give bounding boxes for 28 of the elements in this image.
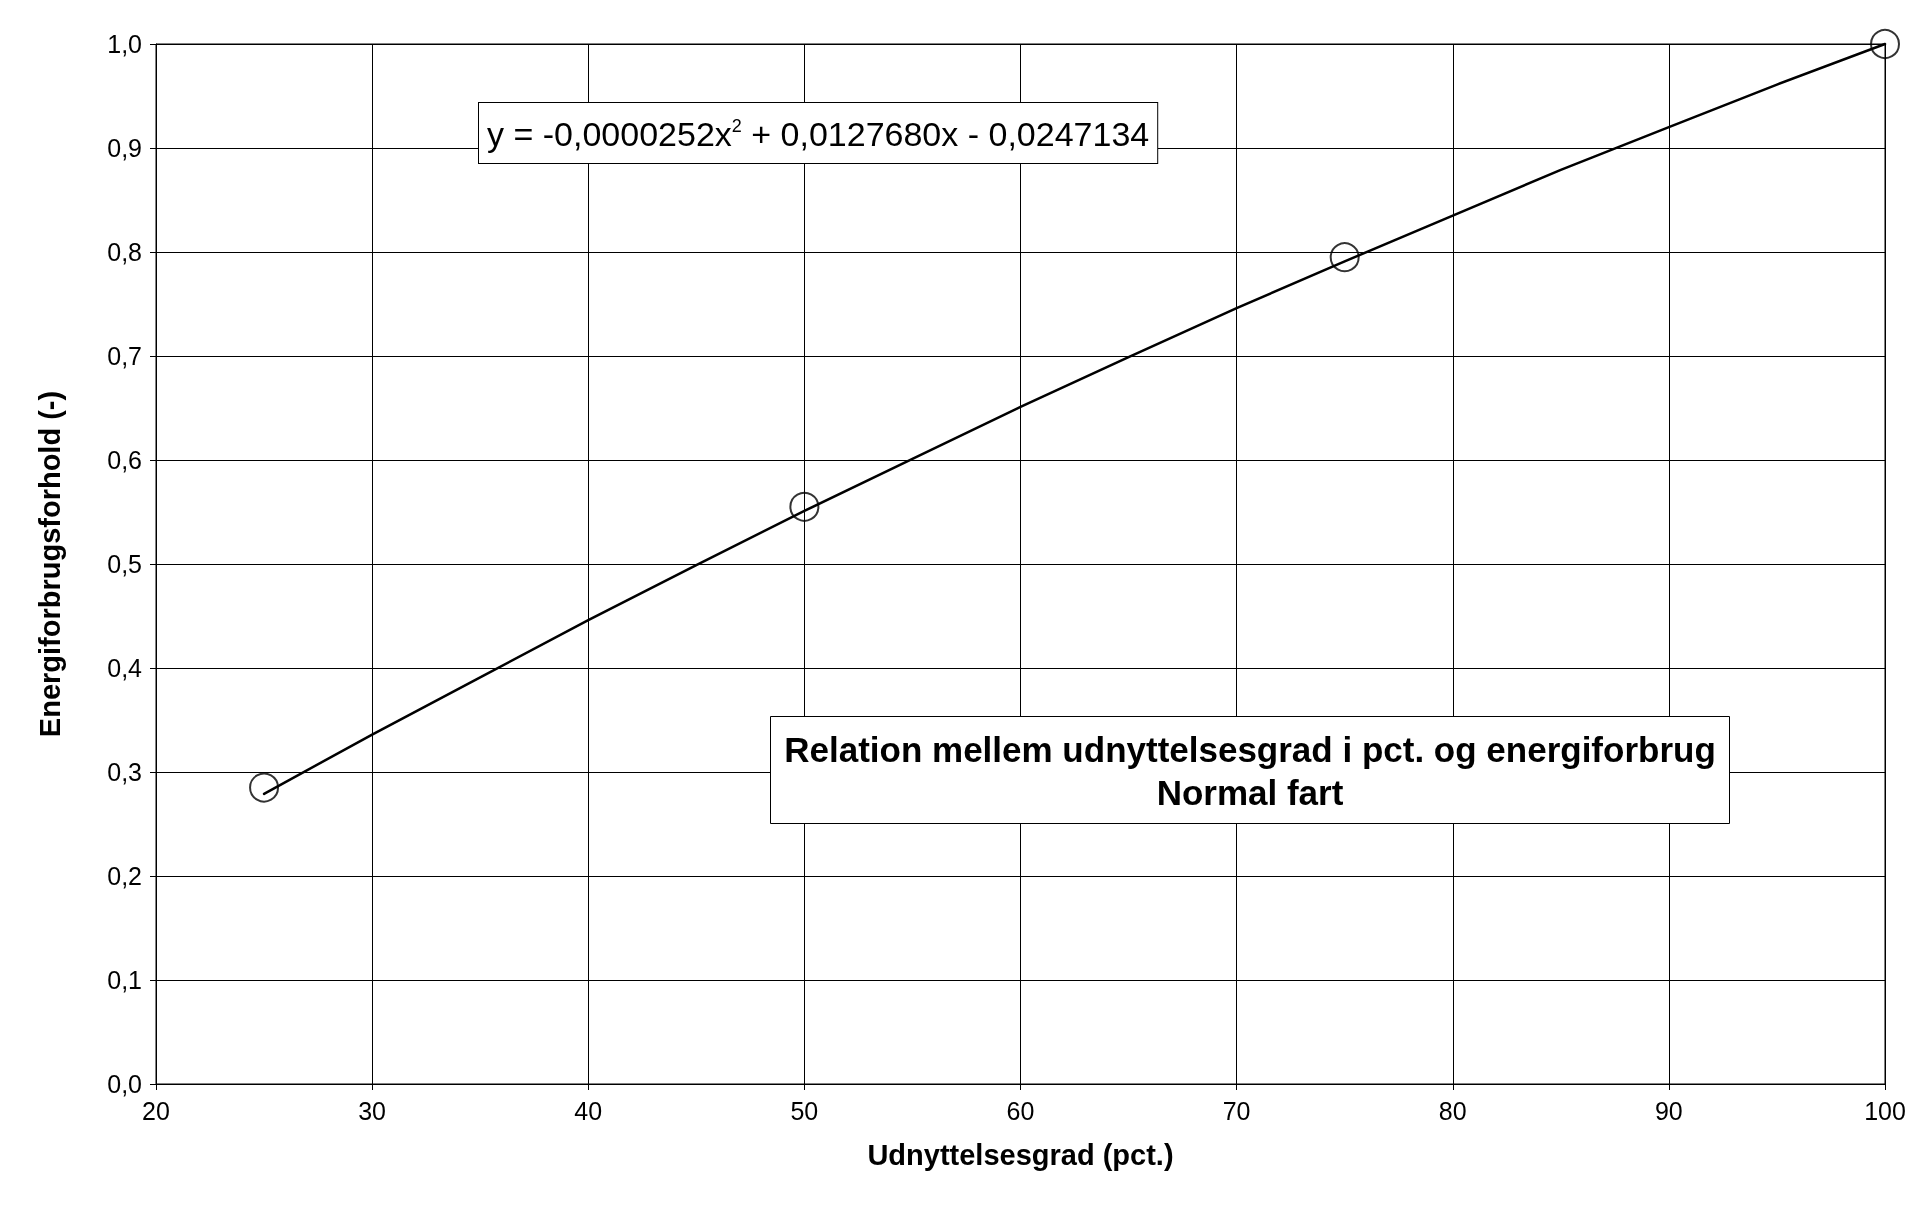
y-axis-title: Energiforbrugsforhold (-) [33,390,66,738]
y-tick-label: 0,2 [107,862,142,890]
point [1870,29,1900,59]
x-tick-label: 20 [142,1096,170,1125]
x-axis-title: Udnyttelsesgrad (pct.) [867,1138,1174,1171]
y-tick-label: 0,9 [107,134,142,162]
point [789,491,820,522]
y-tick-label: 0,5 [107,550,142,578]
point [249,772,280,803]
y-tick-label: 1,0 [107,30,142,58]
point [1329,242,1360,273]
y-tick-label: 0,7 [107,342,142,370]
y-tick-label: 0,6 [107,446,142,474]
x-tick-label: 40 [574,1096,603,1125]
x-tick-label: 50 [790,1096,819,1125]
x-tick-label: 30 [358,1096,387,1125]
x-tick-label: 90 [1654,1096,1683,1125]
x-tick-label: 60 [1006,1096,1035,1125]
y-tick-label: 0,0 [107,1070,142,1098]
x-tick-label: 80 [1438,1096,1467,1125]
y-tick-label: 0,4 [107,654,143,682]
y-tick-label: 0,1 [107,966,142,994]
x-tick-label: 100 [1864,1096,1906,1125]
text: Relation mellem udnyttelsesgrad i pct. og energiforbrug [784,730,1716,769]
text: Normal fart [1156,773,1344,812]
x-tick-label: 70 [1222,1096,1251,1125]
y-tick-label: 0,8 [107,238,142,266]
y-tick-label: 0,3 [107,758,142,786]
